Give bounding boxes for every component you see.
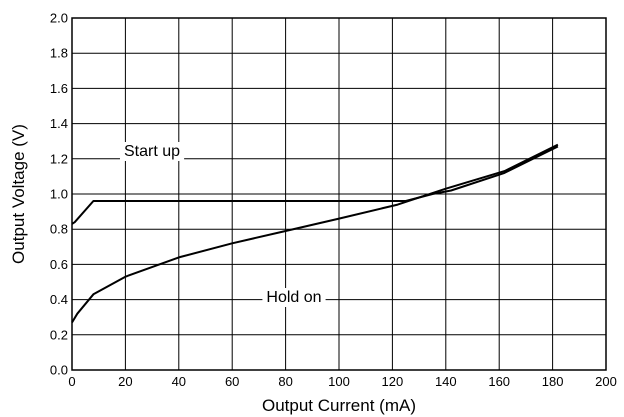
x-tick-label: 80 [278, 374, 292, 389]
series-line-hold-on [71, 143, 559, 324]
series-label-start-up: Start up [124, 143, 180, 160]
x-axis-title: Output Current (mA) [262, 396, 416, 415]
series-labels: Start up Hold on [119, 142, 326, 307]
y-tick-labels: 0.0 0.2 0.4 0.6 0.8 1.0 1.2 1.4 1.6 1.8 2.0 [50, 11, 68, 378]
x-tick-label: 200 [595, 374, 617, 389]
x-tick-label: 140 [435, 374, 457, 389]
x-tick-label: 160 [488, 374, 510, 389]
y-tick-label: 1.0 [50, 187, 68, 202]
y-tick-label: 0.4 [50, 292, 68, 307]
y-tick-label: 0.2 [50, 327, 68, 342]
series-line-start-up [71, 145, 559, 225]
y-axis-title: Output Voltage (V) [9, 124, 28, 264]
x-tick-label: 40 [172, 374, 186, 389]
series-label-background [262, 288, 326, 307]
series-label-background [119, 142, 185, 161]
grid-lines [71, 17, 607, 371]
x-tick-label: 60 [225, 374, 239, 389]
y-tick-label: 1.6 [50, 81, 68, 96]
x-tick-label: 100 [328, 374, 350, 389]
series-lines [71, 143, 559, 324]
x-tick-labels: 0 20 40 60 80 100 120 140 160 180 200 [68, 374, 616, 389]
y-tick-label: 2.0 [50, 11, 68, 26]
x-tick-label: 120 [382, 374, 404, 389]
x-tick-label: 180 [542, 374, 564, 389]
y-tick-label: 0.8 [50, 222, 68, 237]
y-tick-label: 1.4 [50, 116, 68, 131]
y-tick-label: 0.0 [50, 363, 68, 378]
y-tick-label: 1.8 [50, 46, 68, 61]
y-tick-label: 0.6 [50, 257, 68, 272]
x-tick-label: 20 [118, 374, 132, 389]
y-tick-label: 1.2 [50, 151, 68, 166]
series-label-hold-on: Hold on [266, 289, 321, 306]
plot-frame [71, 17, 607, 371]
x-tick-label: 0 [68, 374, 75, 389]
